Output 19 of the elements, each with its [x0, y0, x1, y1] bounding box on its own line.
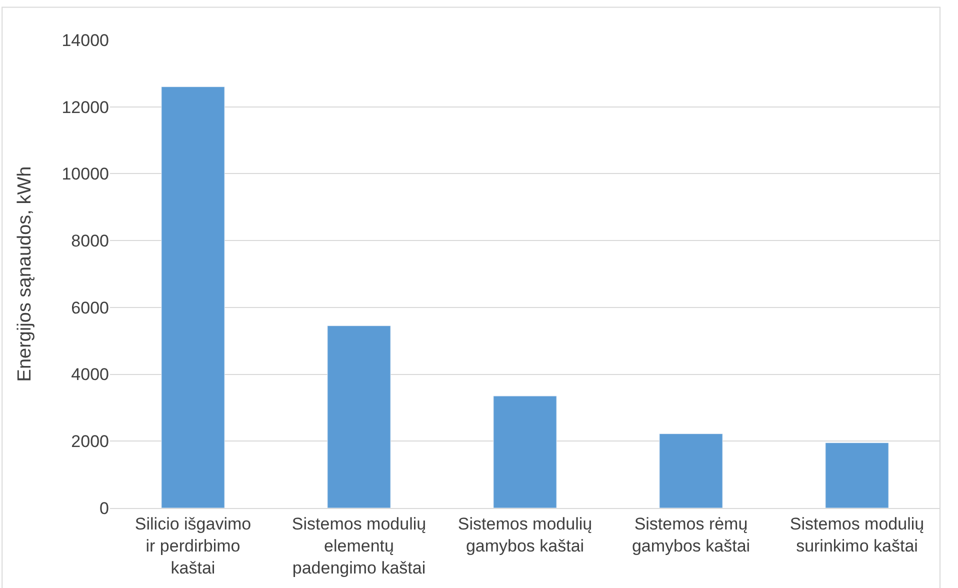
y-tick-label: 2000 — [71, 432, 109, 452]
x-tick-label: Silicio išgavimo ir perdirbimo kaštai — [134, 514, 252, 578]
x-tick-label: Sistemos modulių elementų padengimo kaštai — [292, 514, 426, 578]
y-tick-label: 8000 — [71, 232, 109, 251]
y-tick-label: 0 — [100, 498, 109, 518]
y-tick-label: 6000 — [71, 298, 109, 318]
y-tick-label: 12000 — [62, 98, 109, 117]
bar — [493, 396, 557, 508]
x-tick-label: Sistemos modulių surinkimo kaštai — [790, 514, 924, 556]
y-tick-label: 14000 — [62, 30, 109, 50]
y-tick-label: 10000 — [62, 164, 109, 184]
bar — [161, 86, 225, 508]
x-tick-label: Sistemos modulių gamybos kaštai — [458, 514, 592, 556]
y-axis-title: Energijos sąnaudos, kWh — [14, 166, 36, 382]
y-tick-label: 4000 — [71, 365, 109, 384]
bar — [327, 326, 391, 508]
bar — [825, 442, 889, 508]
bar — [659, 434, 723, 508]
x-tick-label: Sistemos rėmų gamybos kaštai — [632, 514, 750, 556]
